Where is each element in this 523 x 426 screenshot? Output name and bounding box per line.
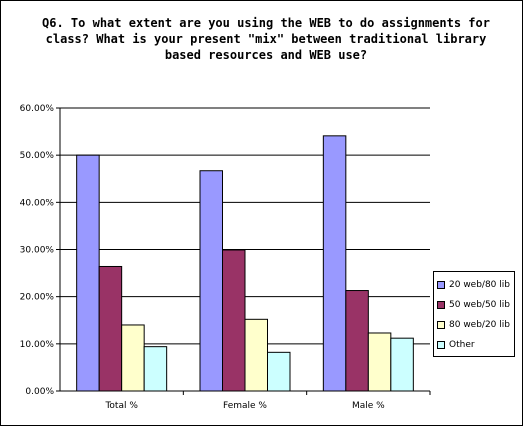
y-tick-label: 50.00%: [20, 151, 55, 161]
legend-label: 20 web/80 lib: [449, 280, 510, 290]
bar: [322, 135, 347, 392]
legend-swatch: [437, 301, 445, 309]
y-tick-label: 20.00%: [20, 293, 55, 303]
bar: [345, 290, 369, 392]
y-tick-label: 10.00%: [20, 340, 55, 350]
legend-label: 50 web/50 lib: [449, 300, 510, 310]
y-tick-label: 0.00%: [25, 387, 54, 397]
bar: [367, 332, 392, 392]
legend-item: 80 web/20 lib: [437, 315, 514, 335]
y-tick-label: 40.00%: [20, 198, 55, 208]
x-tick-label: Total %: [104, 401, 138, 411]
x-tick-label: Female %: [223, 401, 267, 411]
chart-title: Q6. To what extent are you using the WEB…: [42, 16, 490, 62]
x-tick-label: Male %: [352, 401, 385, 411]
legend-item: 20 web/80 lib: [437, 275, 514, 295]
bar: [390, 337, 414, 392]
legend-swatch: [437, 321, 445, 329]
legend-label: Other: [449, 340, 475, 350]
y-tick-label: 60.00%: [20, 104, 55, 114]
bar: [76, 154, 100, 392]
legend-swatch: [437, 281, 445, 289]
bar: [244, 318, 268, 392]
bar: [267, 351, 291, 392]
bar: [199, 170, 223, 392]
legend-label: 80 web/20 lib: [449, 320, 510, 330]
y-tick-label: 30.00%: [20, 246, 55, 256]
bar: [222, 249, 246, 392]
legend-item: 50 web/50 lib: [437, 295, 514, 315]
bar: [143, 346, 168, 392]
bar: [121, 324, 145, 392]
legend-item: Other: [437, 335, 514, 355]
bar: [98, 265, 123, 392]
legend-swatch: [437, 341, 445, 349]
legend: 20 web/80 lib 50 web/50 lib 80 web/20 lib O…: [433, 271, 515, 357]
